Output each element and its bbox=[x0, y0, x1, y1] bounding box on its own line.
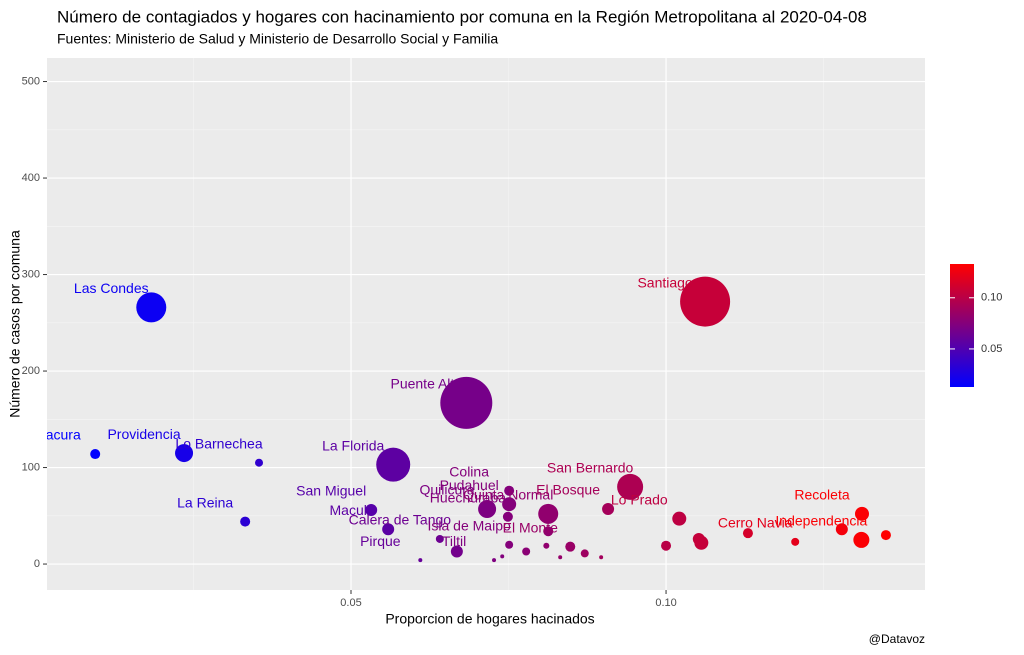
point-label: San Miguel bbox=[296, 483, 366, 499]
legend-tick-label: 0.05 bbox=[981, 343, 1002, 355]
bubble bbox=[853, 531, 870, 548]
bubble bbox=[580, 549, 589, 558]
point-label: Isla de Maipo bbox=[428, 517, 511, 533]
bubble bbox=[175, 444, 194, 463]
point-label: Santiago bbox=[637, 274, 692, 290]
color-legend: 0.05 0.10 bbox=[950, 264, 1002, 387]
bubble bbox=[478, 500, 497, 519]
bubble bbox=[450, 545, 463, 558]
bubble bbox=[672, 511, 687, 526]
bubble bbox=[558, 555, 563, 560]
grid: 0.05 0.10 0 100 200 300 400 500 bbox=[22, 58, 925, 609]
bubble bbox=[694, 535, 709, 550]
point-label: Tiltil bbox=[442, 533, 466, 549]
bubble bbox=[791, 537, 800, 546]
point-label: Calera de Tango bbox=[349, 512, 452, 528]
bubble bbox=[418, 558, 423, 563]
bubble bbox=[543, 542, 550, 549]
y-tick-label: 500 bbox=[22, 75, 40, 87]
y-axis-label: Número de casos por comuna bbox=[7, 230, 23, 418]
bubble bbox=[435, 534, 444, 543]
point-label: Huechuraba bbox=[430, 489, 506, 505]
legend-tick-label: 0.10 bbox=[981, 292, 1002, 304]
chart-title: Número de contagiados y hogares con haci… bbox=[57, 7, 867, 26]
bubble bbox=[136, 292, 167, 323]
point-label: Vitacura bbox=[30, 427, 81, 443]
point-label: Quinta Normal bbox=[463, 487, 553, 503]
x-tick-label: 0.10 bbox=[655, 597, 676, 609]
point-label: Providencia bbox=[107, 426, 180, 442]
caption: @Datavoz bbox=[869, 632, 925, 646]
point-label: Colina bbox=[449, 463, 489, 479]
chart-subtitle: Fuentes: Ministerio de Salud y Ministeri… bbox=[57, 31, 498, 47]
point-label: El Monte bbox=[503, 519, 558, 535]
x-axis-label: Proporcion de hogares hacinados bbox=[385, 611, 594, 627]
bubble bbox=[742, 528, 753, 539]
bubble bbox=[538, 503, 559, 524]
bubble bbox=[680, 276, 731, 327]
bubble bbox=[835, 523, 848, 536]
bubble bbox=[505, 540, 514, 549]
bubble bbox=[880, 530, 891, 541]
bubble bbox=[522, 547, 531, 556]
bubble bbox=[543, 526, 554, 537]
point-label: Puente Alto bbox=[390, 376, 462, 392]
bubble bbox=[504, 485, 515, 496]
point-label: Recoleta bbox=[794, 487, 849, 503]
bubble bbox=[382, 523, 395, 536]
point-label: Cerro Navia bbox=[718, 515, 793, 531]
x-tick-label: 0.05 bbox=[340, 597, 361, 609]
point-label: Pirque bbox=[360, 533, 401, 549]
bubble bbox=[617, 473, 644, 500]
y-tick-label: 200 bbox=[22, 365, 40, 377]
color-bar bbox=[950, 264, 974, 387]
bubble bbox=[255, 458, 264, 467]
point-label: Independencia bbox=[775, 513, 867, 529]
bubble bbox=[502, 511, 513, 522]
point-label: La Florida bbox=[322, 437, 384, 453]
point-label: Pudahuel bbox=[440, 477, 499, 493]
point-label: El Bosque bbox=[536, 482, 600, 498]
bubble bbox=[492, 558, 497, 563]
bubble bbox=[240, 516, 251, 527]
y-tick-label: 0 bbox=[34, 558, 40, 570]
point-label: Las Condes bbox=[74, 280, 149, 296]
bubble bbox=[854, 506, 869, 521]
y-tick-label: 400 bbox=[22, 172, 40, 184]
point-label: Quilicura bbox=[419, 482, 474, 498]
bubble bbox=[661, 540, 672, 551]
point-label: La Reina bbox=[177, 494, 233, 510]
bubble bbox=[599, 555, 604, 560]
bubble bbox=[602, 503, 615, 516]
y-tick-label: 300 bbox=[22, 268, 40, 280]
y-tick-label: 100 bbox=[22, 461, 40, 473]
bubble bbox=[565, 541, 576, 552]
bubble bbox=[376, 447, 411, 482]
bubble bbox=[365, 504, 378, 517]
bubble bbox=[90, 449, 101, 460]
point-label: Lo Barnechea bbox=[175, 435, 262, 451]
bubble bbox=[440, 376, 493, 429]
bubble bbox=[500, 554, 505, 559]
point-label: Macul bbox=[330, 502, 367, 518]
point-label: San Bernardo bbox=[547, 460, 634, 476]
bubble bbox=[502, 497, 517, 512]
point-label: Lo Prado bbox=[611, 491, 668, 507]
